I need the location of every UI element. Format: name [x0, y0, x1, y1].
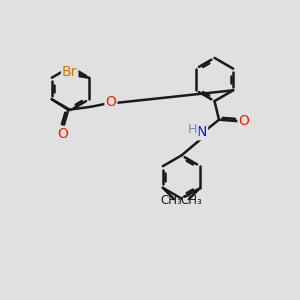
Text: O: O [238, 114, 249, 128]
Text: Br: Br [62, 65, 77, 79]
Text: O: O [58, 127, 68, 141]
Text: N: N [197, 125, 207, 139]
Text: H: H [188, 123, 198, 136]
Text: CH₃: CH₃ [181, 194, 203, 207]
Text: O: O [106, 95, 116, 109]
Text: CH₃: CH₃ [160, 194, 182, 207]
